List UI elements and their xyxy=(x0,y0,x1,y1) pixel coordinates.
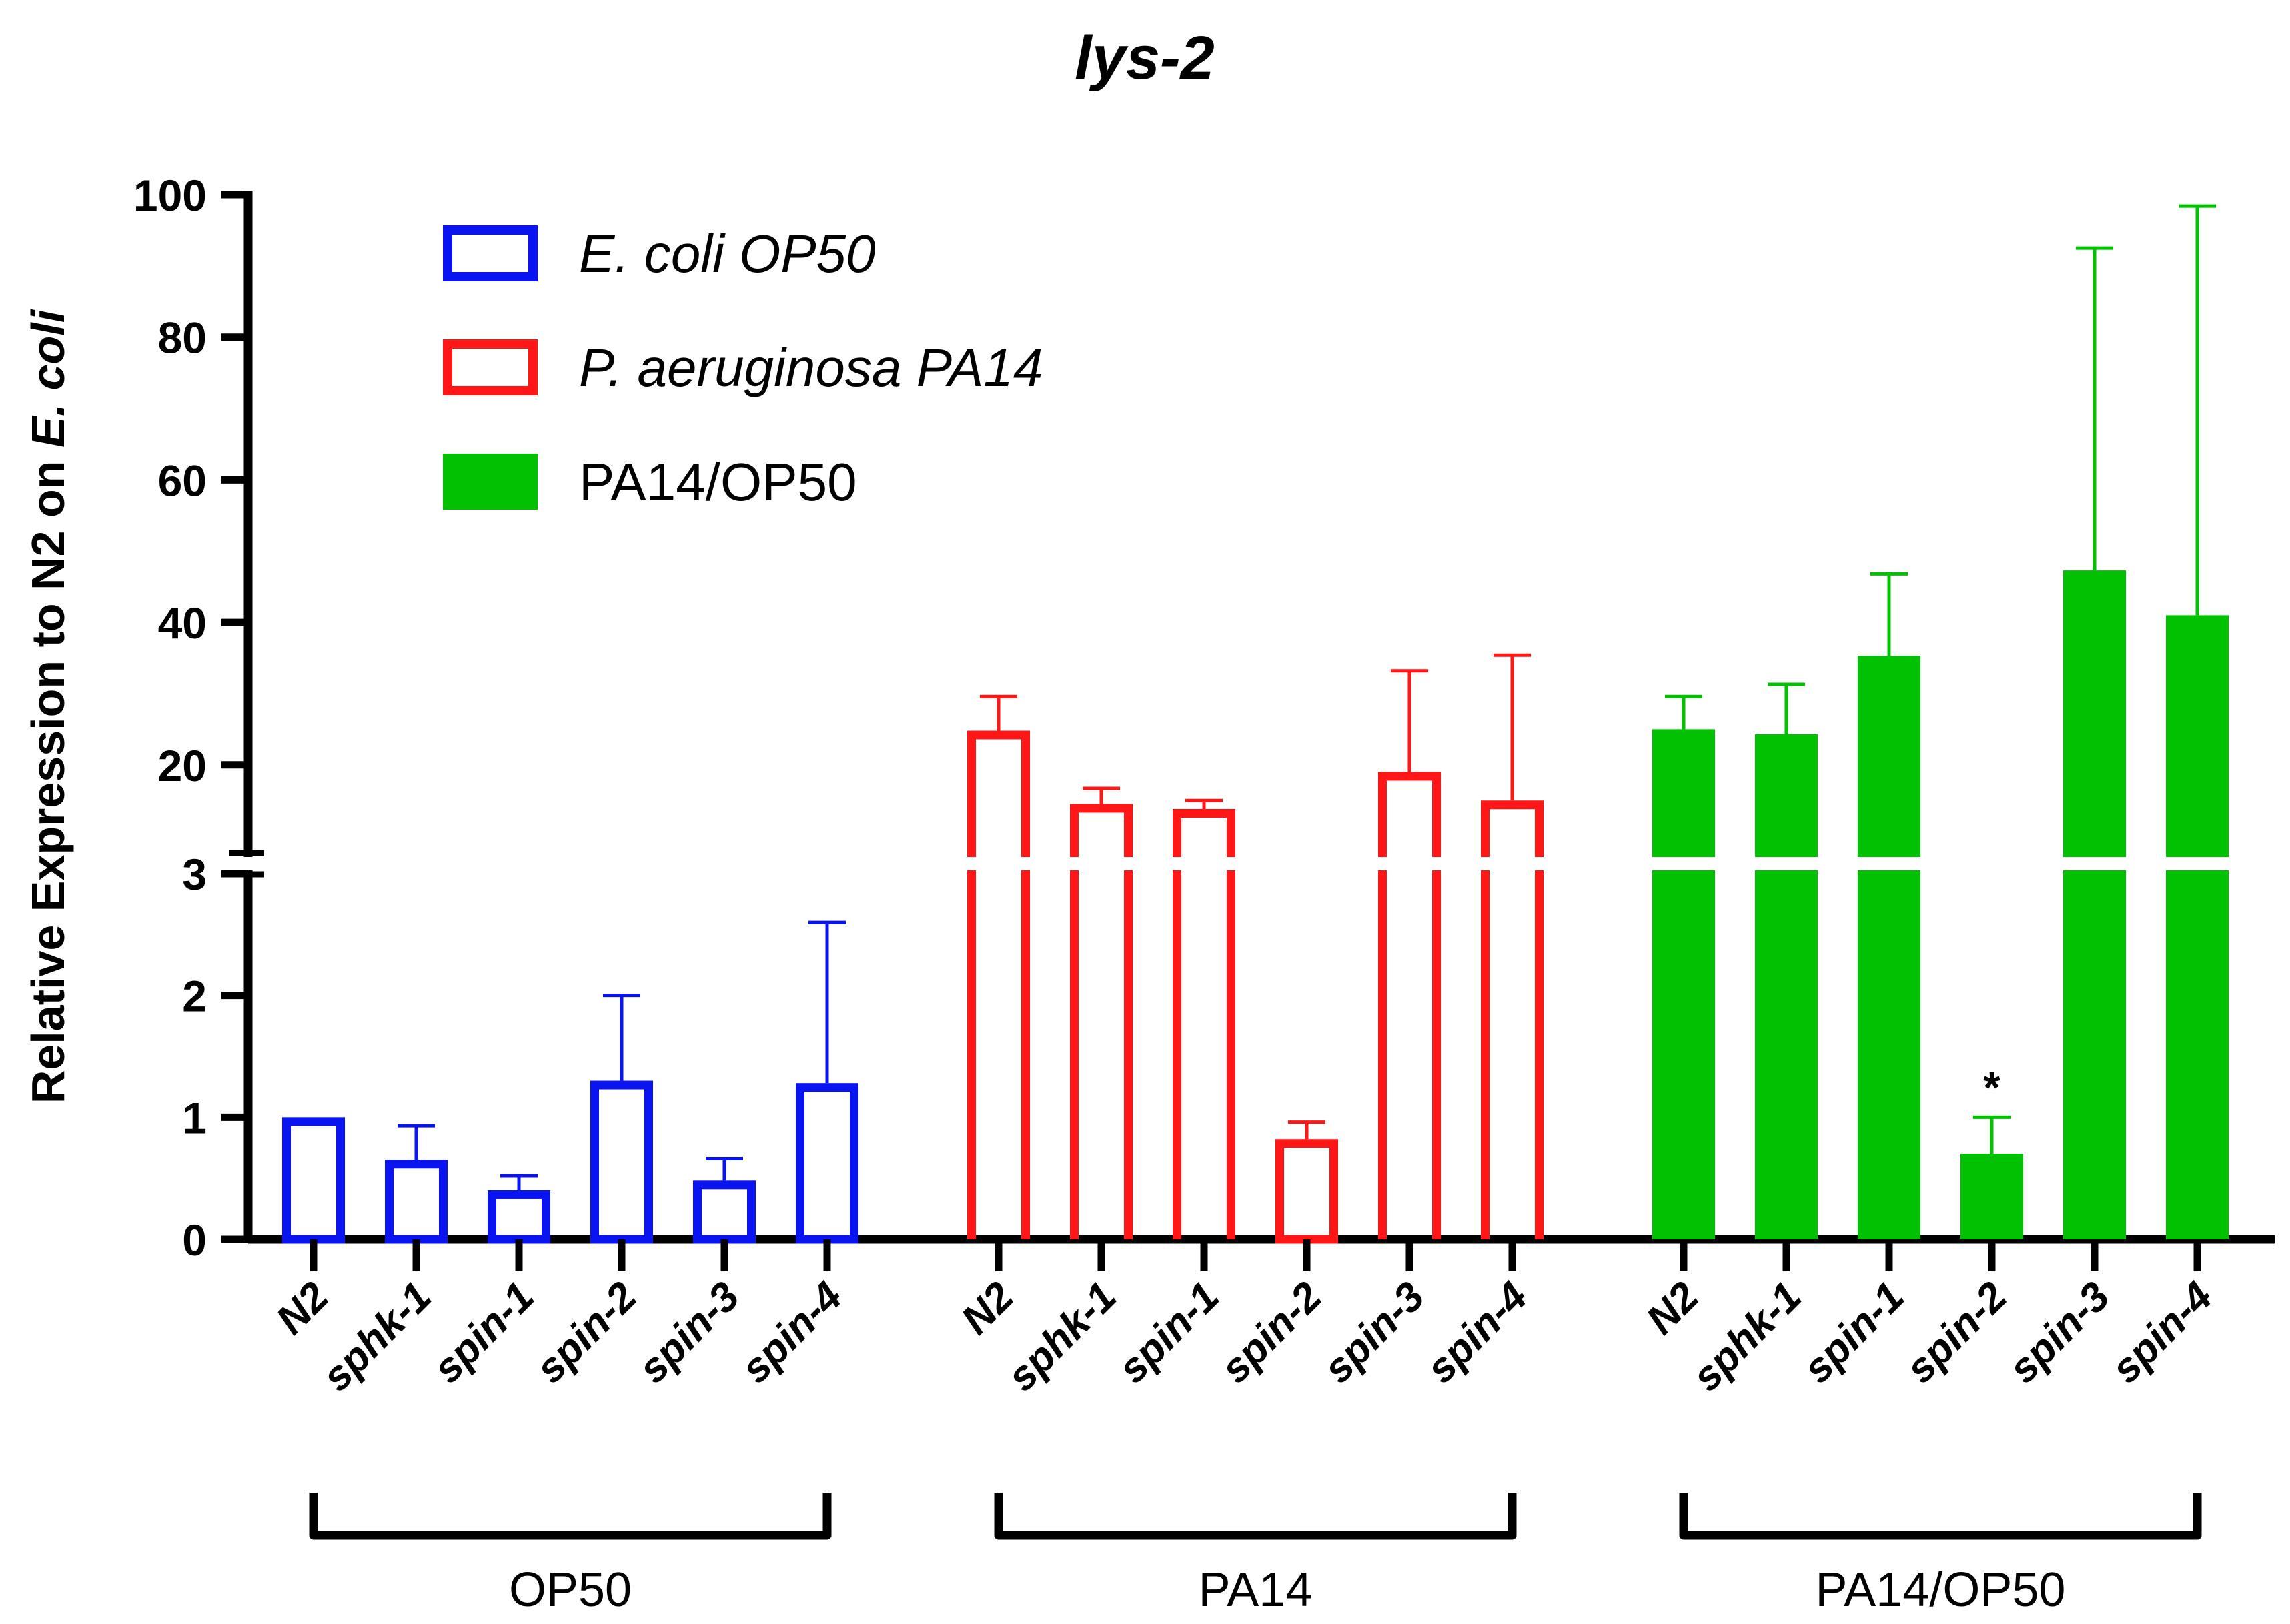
y-tick-label: 0 xyxy=(182,1215,207,1265)
bar xyxy=(1275,1139,1338,1244)
chart-title: lys-2 xyxy=(1075,24,1215,92)
bar-lower-segment xyxy=(1755,870,1818,1239)
group-bracket xyxy=(1679,1493,2202,1540)
group-label: PA14 xyxy=(1199,1563,1313,1617)
x-tick-label: spin-4 xyxy=(1417,1273,1536,1392)
bars: * xyxy=(282,204,2229,1244)
y-axis-label-italic: E. coli xyxy=(22,309,74,448)
bar xyxy=(693,1180,756,1244)
legend-swatch xyxy=(443,454,538,510)
y-tick-label: 20 xyxy=(158,741,207,790)
x-tick-label: sphk-1 xyxy=(999,1273,1125,1400)
significance-marker: * xyxy=(1983,1062,2000,1112)
x-tick-label: spin-2 xyxy=(1212,1273,1331,1392)
x-tick-label: spin-2 xyxy=(527,1273,646,1392)
bar xyxy=(1481,800,1544,857)
legend-label: PA14/OP50 xyxy=(579,452,857,512)
bar-lower-segment xyxy=(1858,870,1920,1239)
bar xyxy=(488,1190,550,1244)
bar xyxy=(1652,729,1715,857)
bar xyxy=(590,1080,653,1244)
x-tick-label: spin-1 xyxy=(424,1273,543,1392)
y-tick-label: 1 xyxy=(182,1093,207,1142)
bar xyxy=(796,1083,858,1244)
x-tick-label: sphk-1 xyxy=(314,1273,440,1400)
legend: E. coli OP50 P. aeruginosa PA14 PA14/OP50 xyxy=(443,224,1043,512)
bar xyxy=(967,730,1030,857)
x-tick-label: spin-2 xyxy=(1897,1273,2016,1392)
y-axis-label: Relative Expression to N2 on E. coli xyxy=(22,309,74,1104)
y-tick-label: 100 xyxy=(133,171,207,220)
bar xyxy=(1378,772,1441,857)
legend-swatch xyxy=(443,225,538,281)
x-tick-label: spin-1 xyxy=(1109,1273,1228,1392)
bar-lower-segment xyxy=(2166,870,2229,1239)
group-bracket xyxy=(994,1493,1517,1540)
legend-swatch xyxy=(443,339,538,395)
x-tick-label: sphk-1 xyxy=(1684,1273,1810,1400)
x-tick-label: N2 xyxy=(1638,1273,1708,1343)
group-bracket xyxy=(309,1493,832,1540)
x-tick-label: spin-4 xyxy=(732,1273,851,1392)
x-tick-label: spin-1 xyxy=(1794,1273,1913,1392)
x-tick-label: spin-4 xyxy=(2103,1273,2221,1392)
x-tick-label: spin-3 xyxy=(2000,1273,2119,1392)
group-label: PA14/OP50 xyxy=(1816,1563,2066,1617)
y-tick-label: 60 xyxy=(158,456,207,505)
group-label: OP50 xyxy=(509,1563,632,1617)
y-tick-label: 80 xyxy=(158,313,207,363)
bar xyxy=(1755,734,1818,857)
x-tick-label: N2 xyxy=(267,1273,338,1343)
x-tick-label: spin-3 xyxy=(1315,1273,1434,1392)
bar-lower-segment xyxy=(2063,870,2126,1239)
bar xyxy=(2063,570,2126,857)
y-tick-label: 3 xyxy=(182,850,207,899)
bar xyxy=(1173,809,1235,857)
y-tick-label: 40 xyxy=(158,598,207,648)
x-tick-label: N2 xyxy=(953,1273,1023,1343)
bar-lower-segment xyxy=(1652,870,1715,1239)
group-brackets: OP50 PA14 PA14/OP50 xyxy=(309,1493,2202,1617)
bar xyxy=(1858,656,1920,857)
bar xyxy=(385,1160,448,1244)
bar xyxy=(2166,615,2229,857)
bar xyxy=(1070,804,1133,857)
legend-label: P. aeruginosa PA14 xyxy=(579,338,1043,397)
axes: 0 1 2 3 20 40 60 80 100 xyxy=(133,171,2275,1265)
bar xyxy=(282,1117,345,1244)
x-tick-label: spin-3 xyxy=(630,1273,748,1392)
bar xyxy=(1960,1154,2023,1239)
y-axis-label-main: Relative Expression to N2 on xyxy=(22,460,74,1104)
legend-label: E. coli OP50 xyxy=(579,224,876,283)
y-tick-label: 2 xyxy=(182,972,207,1021)
